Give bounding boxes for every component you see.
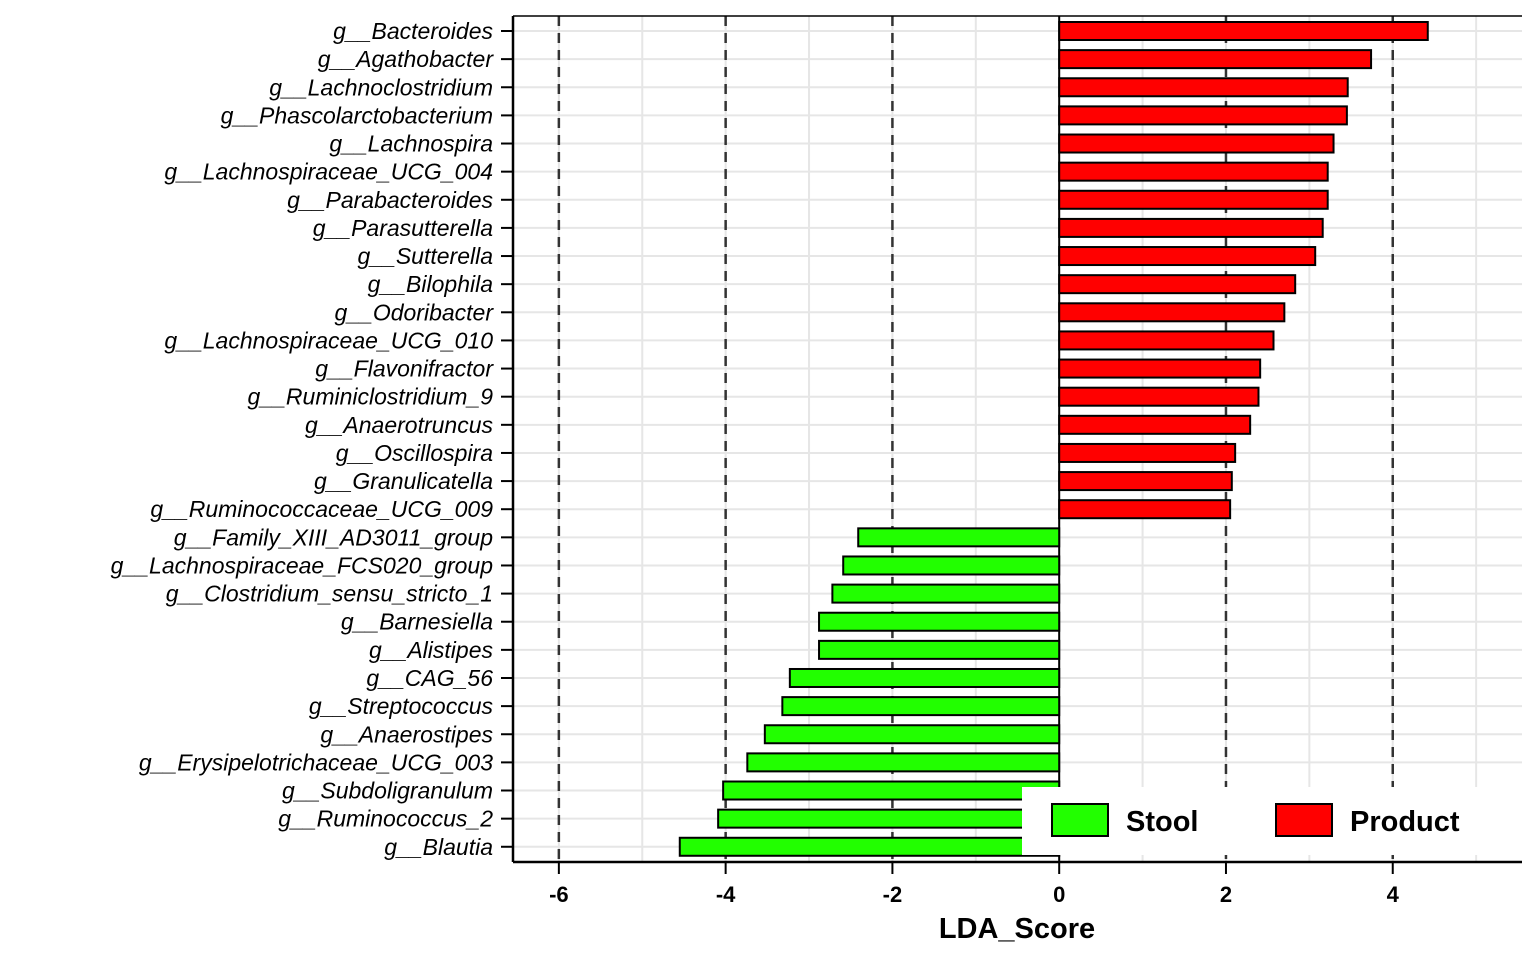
legend: Stool Product <box>1022 787 1522 855</box>
category-label: g__Anaerotruncus <box>305 412 493 438</box>
legend-label: Product <box>1350 806 1460 838</box>
x-tick-label: -6 <box>549 882 569 907</box>
bar <box>722 780 1061 801</box>
x-axis-title: LDA_Score <box>939 913 1095 945</box>
category-label: g__Parabacteroides <box>287 187 493 213</box>
bar <box>1058 217 1324 238</box>
bar <box>781 696 1061 717</box>
category-label: g__Bilophila <box>368 271 493 297</box>
category-label: g__Barnesiella <box>341 609 493 635</box>
category-label: g__Granulicatella <box>314 468 493 494</box>
bar <box>746 752 1061 773</box>
category-label: g__Parasutterella <box>313 215 493 241</box>
bar <box>857 527 1061 548</box>
category-label: g__Lachnoclostridium <box>269 74 493 100</box>
category-label: g__Erysipelotrichaceae_UCG_003 <box>139 749 493 775</box>
x-axis-ticks: -6 -4 -2 0 2 4 <box>549 862 1400 907</box>
bar <box>678 836 1061 857</box>
bar <box>1058 21 1429 41</box>
x-tick-label: 2 <box>1220 882 1232 907</box>
bar <box>1058 49 1373 70</box>
bar <box>1058 161 1329 182</box>
category-label: g__Lachnospiraceae_UCG_010 <box>164 327 493 353</box>
bar <box>1058 442 1237 463</box>
legend-key <box>1275 803 1333 837</box>
legend-label: Stool <box>1126 806 1199 838</box>
x-tick-label: -4 <box>716 882 736 907</box>
category-label: g__Lachnospira <box>329 131 493 157</box>
bar <box>1058 499 1232 520</box>
bar <box>1058 133 1335 154</box>
bar <box>1058 471 1233 492</box>
bar <box>1058 274 1297 295</box>
category-label: g__Streptococcus <box>309 693 494 719</box>
bars <box>678 21 1429 857</box>
bar <box>717 808 1061 829</box>
category-label: g__Subdoligranulum <box>282 778 493 804</box>
category-label: g__Ruminococcaceae_UCG_009 <box>150 496 493 522</box>
category-label: g__Oscillospira <box>336 440 493 466</box>
category-label: g__Anaerostipes <box>320 721 493 747</box>
category-label: g__Ruminiclostridium_9 <box>248 384 494 410</box>
category-label: g__Blautia <box>384 834 493 860</box>
bar <box>1058 414 1252 435</box>
category-label: g__Agathobacter <box>318 46 495 72</box>
bar <box>1058 77 1349 98</box>
category-label: g__Ruminococcus_2 <box>278 806 493 832</box>
category-labels: g__Bacteroidesg__Agathobacterg__Lachnocl… <box>111 18 513 860</box>
bar <box>1058 105 1348 126</box>
bar <box>818 611 1061 632</box>
legend-key <box>1051 803 1109 837</box>
category-label: g__Flavonifractor <box>315 356 494 382</box>
bar <box>831 583 1061 604</box>
bar <box>1058 358 1262 379</box>
bar <box>1058 386 1260 407</box>
bar <box>842 555 1061 576</box>
category-label: g__Family_XIII_AD3011_group <box>174 524 493 550</box>
x-tick-label: 4 <box>1387 882 1400 907</box>
bar <box>763 724 1061 745</box>
category-label: g__Clostridium_sensu_stricto_1 <box>166 581 493 607</box>
category-label: g__Bacteroides <box>333 18 493 44</box>
category-label: g__Odoribacter <box>334 299 494 325</box>
category-label: g__CAG_56 <box>366 665 493 691</box>
dashed-reference-lines <box>557 16 1394 862</box>
category-label: g__Lachnospiraceae_UCG_004 <box>164 159 493 185</box>
bar <box>1058 302 1286 323</box>
category-label: g__Lachnospiraceae_FCS020_group <box>111 552 494 578</box>
category-label: g__Phascolarctobacterium <box>221 102 493 128</box>
bar <box>818 639 1061 660</box>
x-tick-label: -2 <box>883 882 903 907</box>
bar <box>1058 246 1317 267</box>
x-tick-label: 0 <box>1053 882 1065 907</box>
bar <box>1058 330 1275 351</box>
category-label: g__Sutterella <box>357 243 493 269</box>
bar <box>1058 189 1329 210</box>
bar <box>788 667 1061 688</box>
category-label: g__Alistipes <box>369 637 494 663</box>
axes <box>511 15 1522 864</box>
